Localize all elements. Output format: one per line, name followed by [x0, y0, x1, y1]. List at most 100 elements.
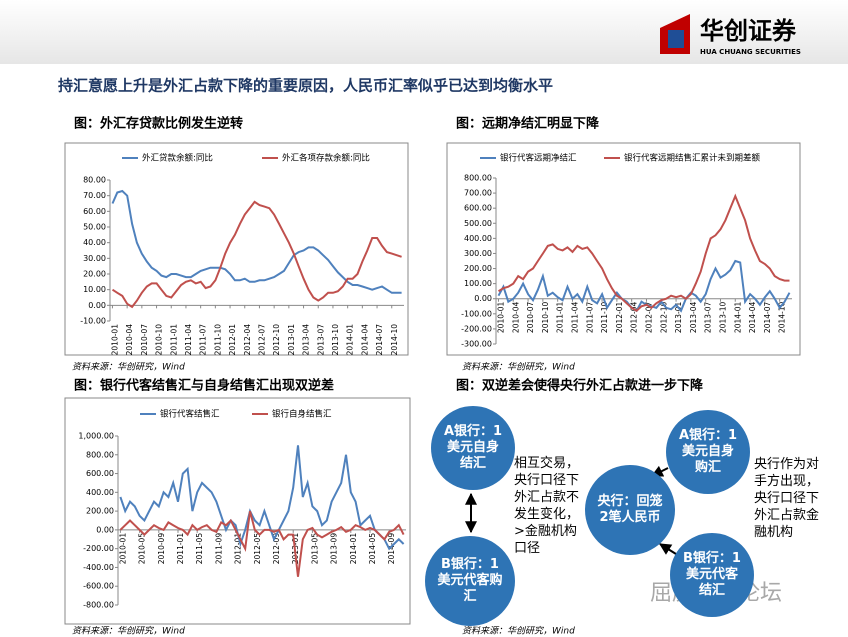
legend-label: 银行代客远期净结汇 [500, 153, 577, 164]
line-series [497, 259, 791, 313]
x-tick-label: 2012-01 [615, 302, 624, 334]
x-tick-label: 2014-07 [375, 324, 384, 356]
diagram-note: 相互交易，央行口径下外汇占款不发生变化，>金融机构口径 [514, 456, 580, 556]
chart-frame [446, 142, 801, 356]
x-tick-label: 2014-07 [763, 302, 772, 334]
y-tick-label: 30.00 [83, 254, 106, 263]
y-tick-label: 20.00 [83, 270, 106, 279]
legend-label: 银行代客结售汇 [160, 409, 220, 420]
x-tick-label: 2010-05 [138, 533, 147, 565]
x-tick-label: 2014-01 [349, 533, 358, 565]
x-tick-label: 2011-07 [585, 302, 594, 334]
diagram-node: A银行：1美元自身购汇 [666, 410, 750, 494]
x-tick-label: 2013-10 [331, 324, 340, 356]
x-tick-label: 2014-01 [346, 324, 355, 356]
y-tick-label: 100.00 [464, 279, 492, 288]
x-tick-label: 2011-05 [195, 533, 204, 565]
y-tick-label: 500.00 [464, 219, 492, 228]
x-tick-label: 2012-07 [257, 324, 266, 356]
x-tick-label: 2012-01 [228, 324, 237, 356]
x-tick-label: 2010-07 [140, 324, 149, 356]
x-tick-label: 2013-07 [704, 302, 713, 334]
x-tick-label: 2010-09 [157, 533, 166, 565]
x-tick-label: 2012-04 [630, 302, 639, 334]
y-tick-label: 40.00 [83, 238, 106, 247]
x-tick-label: 2012-10 [272, 324, 281, 356]
y-tick-label: -100.00 [461, 309, 492, 318]
y-tick-label: 400.00 [86, 488, 114, 497]
x-tick-label: 2011-04 [570, 302, 579, 334]
x-tick-label: 2014-10 [778, 302, 787, 334]
y-tick-label: 1,000.00 [78, 432, 114, 441]
x-tick-label: 2014-05 [368, 533, 377, 565]
x-tick-label: 2010-01 [118, 533, 127, 565]
line-series [111, 200, 402, 309]
x-tick-label: 2013-01 [674, 302, 683, 334]
x-tick-label: 2011-04 [184, 324, 193, 356]
figure-title: 图：远期净结汇明显下降 [456, 116, 600, 132]
y-tick-label: 80.00 [83, 176, 106, 185]
diagram-note: 央行作为对手方出现，央行口径下外汇占款金融机构 [754, 457, 820, 540]
x-tick-label: 2014-01 [733, 302, 742, 334]
y-tick-label: 600.00 [464, 204, 492, 213]
line-series [119, 510, 405, 577]
figure-title: 图：外汇存贷款比例发生逆转 [74, 116, 243, 132]
line-series [111, 189, 402, 294]
legend-label: 银行代客远期结售汇累计未到期差额 [624, 153, 761, 164]
x-tick-label: 2011-10 [213, 324, 222, 356]
x-tick-label: 2014-04 [748, 302, 757, 334]
x-tick-label: 2010-07 [526, 302, 535, 334]
diagram-node: 央行：回笼2笔人民币 [585, 465, 675, 555]
y-tick-label: -200.00 [461, 324, 492, 333]
x-tick-label: 2010-04 [125, 324, 134, 356]
x-tick-label: 2013-05 [310, 533, 319, 565]
y-tick-label: -600.00 [83, 582, 114, 591]
y-tick-label: 60.00 [83, 207, 106, 216]
y-tick-label: 200.00 [86, 507, 114, 516]
x-tick-label: 2011-09 [214, 533, 223, 565]
y-tick-label: 800.00 [464, 174, 492, 183]
source: 资料来源：华创研究，Wind [462, 362, 575, 373]
y-tick-label: 0.00 [96, 525, 114, 534]
source: 资料来源：华创研究，Wind [72, 362, 185, 373]
chart-frame [64, 397, 411, 625]
logo-text: 华创证券 [700, 17, 797, 45]
source: 资料来源：华创研究，Wind [72, 626, 185, 637]
diagram-node: B银行：1美元代客结汇 [670, 533, 754, 617]
figure-title: 图：银行代客结售汇与自身结售汇出现双逆差 [74, 378, 334, 394]
y-tick-label: 300.00 [464, 249, 492, 258]
y-tick-label: 10.00 [83, 285, 106, 294]
x-tick-label: 2010-01 [496, 302, 505, 334]
source: 资料来源：华创研究，Wind [462, 626, 575, 637]
x-tick-label: 2011-01 [176, 533, 185, 565]
x-tick-label: 2011-01 [556, 302, 565, 334]
x-tick-label: 2010-10 [155, 324, 164, 356]
x-tick-label: 2014-10 [390, 324, 399, 356]
x-tick-label: 2014-04 [360, 324, 369, 356]
x-tick-label: 2013-07 [316, 324, 325, 356]
x-tick-label: 2013-04 [689, 302, 698, 334]
legend-label: 外汇贷款余额:同比 [142, 153, 213, 164]
y-tick-label: -300.00 [461, 340, 492, 349]
y-tick-label: -200.00 [83, 544, 114, 553]
x-tick-label: 2013-01 [287, 324, 296, 356]
x-tick-label: 2012-10 [659, 302, 668, 334]
headline: 持汇意愿上升是外汇占款下降的重要原因，人民币汇率似乎已达到均衡水平 [58, 77, 553, 95]
figure-title: 图：双逆差会使得央行外汇占款进一步下降 [456, 378, 704, 394]
header-band [0, 0, 848, 64]
y-tick-label: 400.00 [464, 234, 492, 243]
y-tick-label: 50.00 [83, 223, 106, 232]
legend-label: 银行自身结售汇 [272, 409, 332, 420]
x-tick-label: 2010-01 [110, 324, 119, 356]
y-tick-label: -10.00 [80, 317, 106, 326]
line-series [497, 193, 790, 313]
diagram-node: B银行：1美元代客购汇 [425, 536, 515, 626]
x-tick-label: 2013-09 [330, 533, 339, 565]
x-tick-label: 2011-07 [199, 324, 208, 356]
x-tick-label: 2013-10 [718, 302, 727, 334]
logo-subtext: HUA CHUANG SECURITIES [700, 48, 801, 56]
y-tick-label: -800.00 [83, 601, 114, 610]
x-tick-label: 2012-01 [234, 533, 243, 565]
